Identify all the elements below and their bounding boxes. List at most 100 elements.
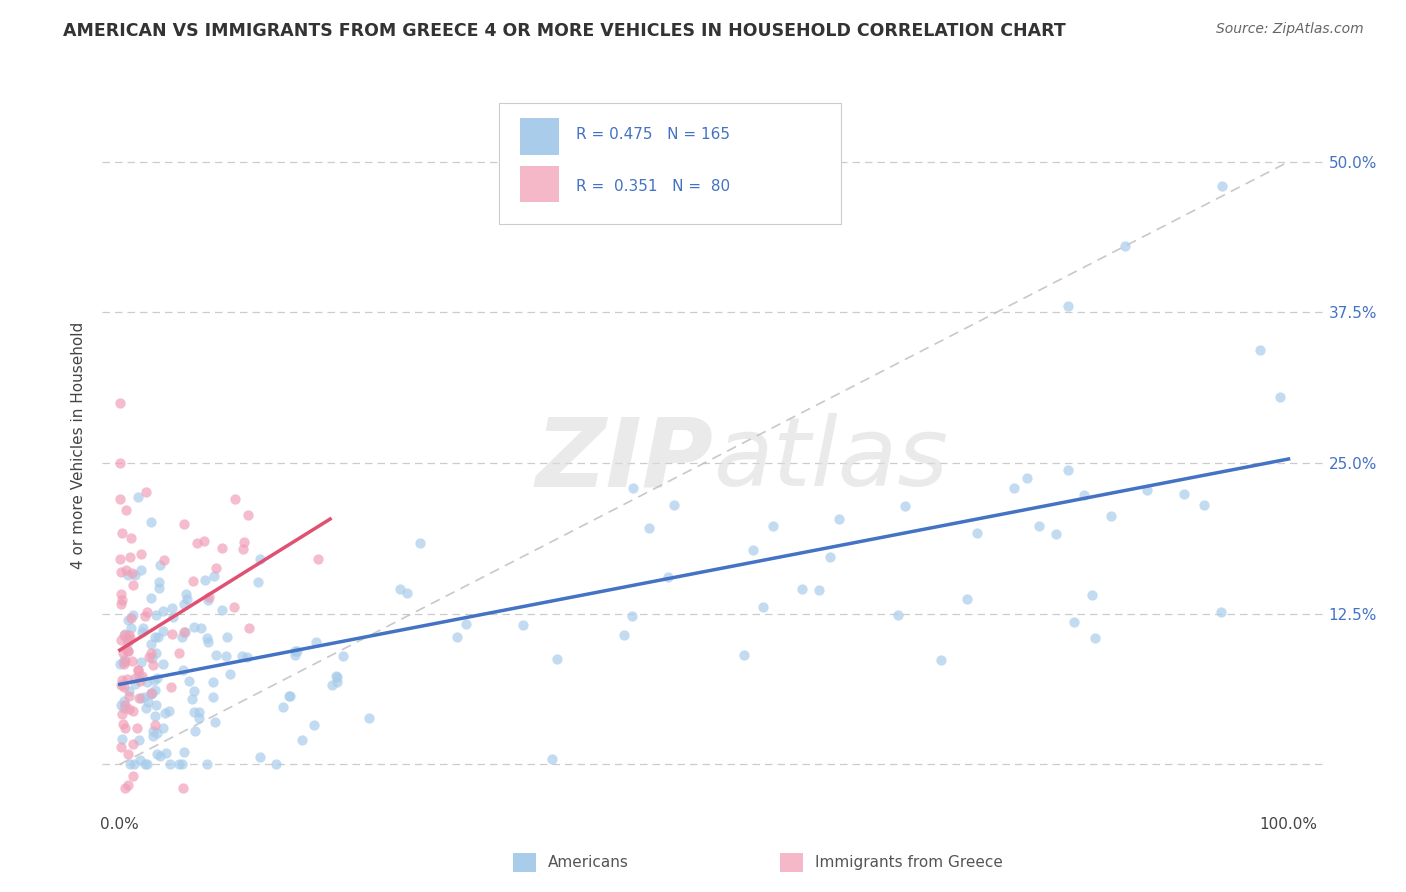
Point — [637, 521, 659, 535]
Point — [359, 711, 381, 725]
Point — [217, 630, 239, 644]
Point — [114, 654, 136, 668]
Point — [808, 583, 831, 598]
Point — [135, 484, 157, 499]
Point — [122, 737, 145, 751]
Point — [742, 542, 765, 557]
Point — [110, 632, 132, 647]
Point — [145, 698, 167, 712]
Point — [332, 649, 354, 664]
Point — [409, 536, 432, 550]
Point — [141, 723, 163, 738]
Point — [142, 657, 165, 672]
Point — [117, 644, 139, 658]
Point — [139, 637, 162, 651]
Point — [621, 608, 644, 623]
Point — [183, 684, 205, 698]
Point — [285, 644, 308, 658]
Point — [541, 752, 564, 766]
Point — [1209, 606, 1232, 620]
Point — [1211, 178, 1233, 193]
Point — [136, 695, 159, 709]
Point — [790, 582, 813, 596]
Point — [152, 721, 174, 735]
Point — [204, 715, 226, 730]
Point — [110, 698, 132, 712]
Point — [176, 592, 198, 607]
Point — [204, 561, 226, 575]
Point — [546, 652, 568, 666]
Point — [117, 778, 139, 792]
Point — [284, 648, 307, 662]
Point — [278, 689, 301, 703]
Point — [194, 574, 217, 588]
Point — [118, 631, 141, 645]
Point — [141, 686, 163, 700]
Point — [134, 608, 156, 623]
Point — [135, 757, 157, 772]
Point — [111, 593, 134, 607]
Point — [184, 724, 207, 739]
Point — [128, 668, 150, 682]
Point — [131, 621, 153, 635]
Point — [238, 508, 260, 523]
Point — [211, 603, 233, 617]
Point — [233, 535, 256, 549]
Point — [108, 657, 131, 672]
Point — [818, 549, 841, 564]
Point — [128, 753, 150, 767]
Point — [139, 686, 162, 700]
Point — [124, 677, 146, 691]
Point — [127, 663, 149, 677]
Point — [828, 512, 851, 526]
Point — [657, 570, 679, 584]
Point — [127, 663, 149, 677]
Point — [143, 682, 166, 697]
Point — [613, 628, 636, 642]
Point — [887, 608, 910, 623]
Point — [110, 739, 132, 754]
Point — [117, 672, 139, 686]
Point — [219, 666, 242, 681]
Text: ZIP: ZIP — [536, 413, 713, 506]
Point — [249, 552, 271, 566]
Point — [215, 648, 238, 663]
Y-axis label: 4 or more Vehicles in Household: 4 or more Vehicles in Household — [72, 321, 86, 568]
Point — [172, 664, 194, 678]
Point — [172, 757, 194, 772]
Point — [662, 498, 685, 512]
Point — [1083, 631, 1105, 645]
Point — [118, 702, 141, 716]
Point — [173, 745, 195, 759]
Point — [121, 566, 143, 580]
Point — [187, 706, 209, 720]
Point — [112, 628, 135, 642]
Point — [187, 711, 209, 725]
Point — [454, 616, 477, 631]
Text: atlas: atlas — [713, 413, 948, 506]
Point — [127, 490, 149, 504]
Point — [139, 515, 162, 529]
Point — [190, 622, 212, 636]
Point — [122, 704, 145, 718]
Point — [197, 635, 219, 649]
Text: AMERICAN VS IMMIGRANTS FROM GREECE 4 OR MORE VEHICLES IN HOUSEHOLD CORRELATION C: AMERICAN VS IMMIGRANTS FROM GREECE 4 OR … — [63, 22, 1066, 40]
Point — [733, 648, 755, 662]
Point — [160, 627, 183, 641]
Point — [121, 654, 143, 668]
Point — [307, 552, 329, 566]
Point — [122, 607, 145, 622]
Point — [1136, 483, 1159, 497]
Point — [202, 569, 225, 583]
Point — [131, 669, 153, 683]
Text: Immigrants from Greece: Immigrants from Greece — [815, 855, 1004, 870]
Point — [146, 671, 169, 685]
Point — [117, 634, 139, 648]
Point — [169, 646, 191, 660]
Point — [114, 721, 136, 735]
Point — [238, 621, 260, 635]
Point — [145, 608, 167, 623]
Point — [143, 709, 166, 723]
Point — [138, 649, 160, 664]
Point — [142, 730, 165, 744]
